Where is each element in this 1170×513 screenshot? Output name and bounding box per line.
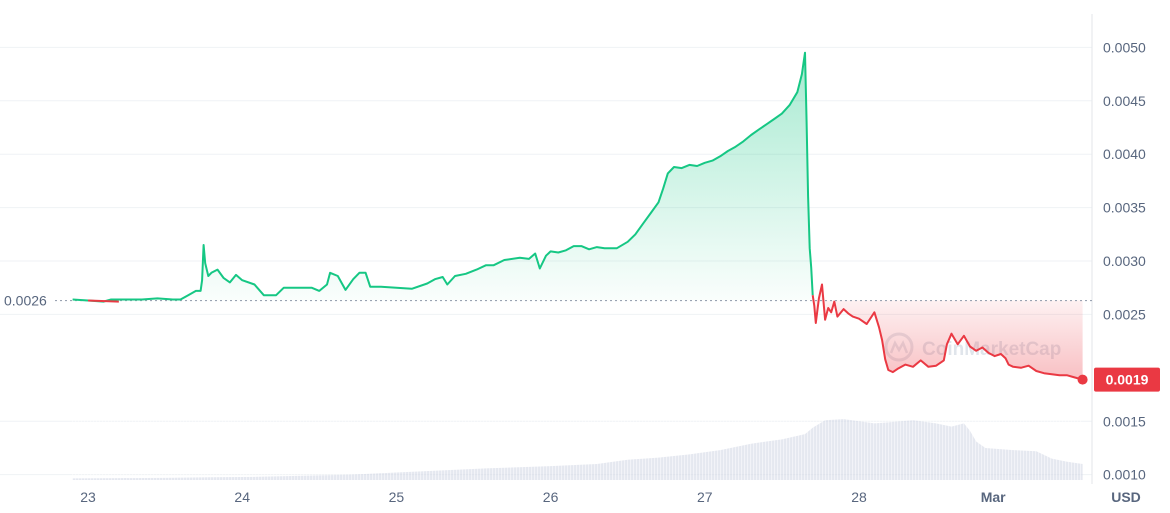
current-price-dot <box>1077 374 1088 385</box>
reference-price-tag <box>0 290 52 311</box>
axes: 0.0050 0.0045 0.0040 0.0035 0.0030 0.0025 0.00… <box>0 39 1146 505</box>
y-tick-label: 0.0030 <box>1103 253 1146 269</box>
y-tick-label: 0.0015 <box>1103 413 1146 429</box>
x-tick-label: 25 <box>389 489 405 505</box>
x-tick-label: 26 <box>543 489 559 505</box>
grid <box>0 14 1093 484</box>
volume-shape <box>72 419 1083 480</box>
price-line-down <box>87 299 119 303</box>
volume-area <box>72 395 1083 480</box>
current-price-badge-bg <box>1094 367 1160 392</box>
price-line <box>72 51 1088 385</box>
current-price-label: 0.0019 <box>1106 372 1149 388</box>
x-tick-label: 28 <box>851 489 867 505</box>
y-tick-label: 0.0040 <box>1103 146 1146 162</box>
current-price-badge: 0.0019 <box>1094 367 1160 392</box>
y-tick-label: 0.0045 <box>1103 93 1146 109</box>
price-line-down <box>811 283 1083 381</box>
price-line-up <box>72 51 814 303</box>
y-tick-label: 0.0035 <box>1103 200 1146 216</box>
y-tick-label: 0.0025 <box>1103 306 1146 322</box>
price-fill <box>72 52 1083 380</box>
reference-price-label: 0.0026 <box>4 293 47 309</box>
y-tick-label: 0.0050 <box>1103 39 1146 55</box>
x-tick-label: 23 <box>80 489 96 505</box>
x-tick-label: 24 <box>234 489 250 505</box>
currency-label: USD <box>1111 489 1141 505</box>
loss-area <box>812 284 1083 380</box>
gain-area <box>72 52 813 302</box>
x-tick-label: 27 <box>697 489 713 505</box>
x-tick-label: Mar <box>981 489 1006 505</box>
y-tick-label: 0.0010 <box>1103 467 1146 483</box>
